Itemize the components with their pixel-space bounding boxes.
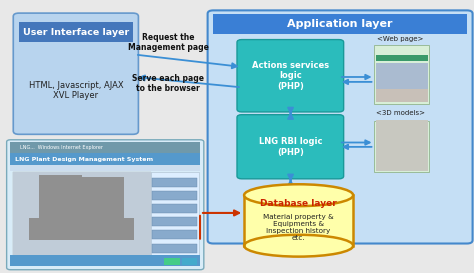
Bar — [13, 172, 151, 255]
Bar — [152, 244, 197, 253]
Text: Application layer: Application layer — [287, 19, 392, 29]
FancyBboxPatch shape — [237, 115, 344, 179]
Text: LNG...  Windows Internet Explorer: LNG... Windows Internet Explorer — [20, 145, 103, 150]
Bar — [10, 142, 200, 153]
Text: LNG Plant Design Management System: LNG Plant Design Management System — [15, 157, 153, 162]
Bar — [374, 45, 429, 104]
FancyBboxPatch shape — [13, 13, 138, 134]
Bar — [182, 258, 197, 265]
Bar — [164, 258, 180, 265]
Bar — [151, 172, 199, 255]
Bar — [19, 22, 133, 42]
Text: Serve each page
to the browser: Serve each page to the browser — [132, 73, 204, 93]
Bar — [152, 204, 197, 213]
Text: LNG RBI logic
(PHP): LNG RBI logic (PHP) — [259, 137, 322, 157]
Text: Actions services
logic
(PHP): Actions services logic (PHP) — [252, 61, 329, 91]
Bar — [13, 172, 151, 255]
Bar — [10, 255, 200, 266]
Bar — [376, 63, 428, 89]
Text: <Web page>: <Web page> — [377, 36, 424, 42]
Ellipse shape — [244, 235, 353, 257]
FancyBboxPatch shape — [237, 40, 344, 112]
Text: <3D models>: <3D models> — [376, 110, 425, 116]
Bar — [10, 165, 200, 171]
Ellipse shape — [244, 184, 353, 206]
Bar — [152, 191, 197, 200]
Bar — [152, 217, 197, 226]
Text: Material property &
Equipments &
Inspection history
etc.: Material property & Equipments & Inspect… — [263, 215, 334, 241]
Bar — [376, 120, 428, 171]
Text: HTML, Javascript, AJAX
XVL Player: HTML, Javascript, AJAX XVL Player — [28, 81, 123, 100]
Bar — [213, 14, 467, 34]
Bar — [53, 177, 124, 218]
FancyBboxPatch shape — [7, 140, 204, 270]
Bar — [152, 230, 197, 239]
Text: Request the
Management page: Request the Management page — [128, 32, 209, 52]
Bar — [39, 175, 82, 235]
FancyBboxPatch shape — [208, 10, 473, 244]
Text: Database layer: Database layer — [260, 199, 337, 208]
Bar — [244, 195, 353, 246]
Text: User Interface layer: User Interface layer — [23, 28, 129, 37]
Bar — [152, 178, 197, 187]
Bar — [376, 89, 428, 102]
Bar — [374, 121, 429, 172]
Bar — [376, 55, 428, 61]
Bar — [10, 153, 200, 165]
Bar — [29, 218, 134, 240]
